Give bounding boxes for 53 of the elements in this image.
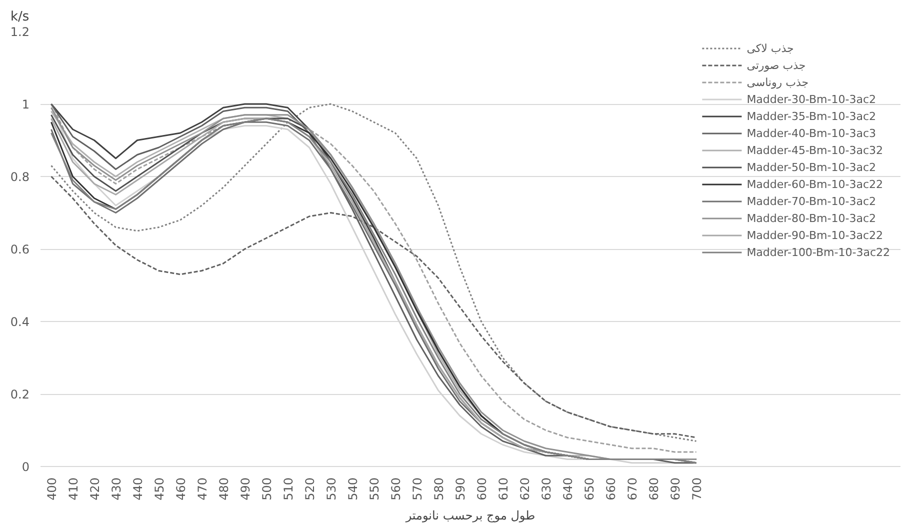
x-tick-label: 570 — [410, 478, 424, 500]
legend-label: Madder-45-Bm-10-3ac32 — [746, 143, 883, 157]
legend-label: Madder-80-Bm-10-3ac2 — [746, 211, 876, 225]
x-tick-label: 450 — [152, 478, 166, 500]
x-tick-label: 620 — [518, 478, 532, 500]
x-tick-label: 470 — [195, 478, 210, 500]
x-tick-label: 530 — [324, 478, 338, 500]
legend-label: Madder-70-Bm-10-3ac2 — [746, 194, 876, 208]
x-tick-label: 560 — [388, 478, 403, 500]
x-tick-label: 680 — [646, 478, 661, 500]
x-tick-label: 700 — [690, 478, 704, 500]
legend-label: Madder-40-Bm-10-3ac3 — [746, 126, 876, 140]
x-tick-label: 610 — [496, 478, 510, 500]
x-tick-label: 650 — [582, 478, 596, 500]
legend-label: Madder-35-Bm-10-3ac2 — [746, 109, 876, 123]
x-tick-label: 630 — [539, 478, 554, 500]
y-axis-title: k/s — [10, 10, 30, 24]
y-tick-label: 0.4 — [10, 315, 30, 329]
x-tick-label: 580 — [432, 478, 446, 500]
x-tick-label: 460 — [174, 478, 188, 500]
legend-label: جذب روناسی — [746, 75, 809, 89]
x-tick-label: 600 — [474, 478, 489, 500]
y-tick-label: 0.8 — [10, 170, 30, 184]
x-tick-label: 420 — [88, 478, 102, 500]
legend-label: Madder-50-Bm-10-3ac2 — [746, 160, 876, 174]
y-tick-label: 0.6 — [10, 242, 30, 256]
x-tick-label: 500 — [260, 478, 274, 500]
x-tick-label: 400 — [44, 478, 59, 500]
y-tick-label: 1 — [22, 98, 30, 112]
legend-label: جذب صورتی — [746, 58, 806, 72]
x-tick-label: 430 — [109, 478, 124, 500]
y-tick-label: 1.2 — [10, 25, 30, 39]
legend-label: Madder-90-Bm-10-3ac22 — [746, 228, 883, 242]
y-tick-label: 0.2 — [10, 388, 30, 402]
x-tick-label: 510 — [281, 478, 296, 500]
x-tick-label: 660 — [604, 478, 618, 500]
x-tick-label: 670 — [625, 478, 640, 500]
x-tick-label: 480 — [216, 478, 231, 500]
legend-label: جذب لاکی — [746, 41, 794, 55]
y-tick-label: 0 — [22, 460, 30, 474]
x-tick-label: 690 — [668, 478, 682, 500]
x-tick-label: 490 — [238, 478, 252, 500]
x-tick-label: 640 — [560, 478, 575, 500]
legend-label: Madder-100-Bm-10-3ac22 — [746, 245, 890, 259]
x-tick-label: 440 — [130, 478, 145, 500]
x-tick-label: 590 — [453, 478, 468, 500]
legend-label: Madder-30-Bm-10-3ac2 — [746, 92, 876, 106]
x-axis-title: طول موج برحسب نانومتر — [404, 508, 536, 522]
x-tick-label: 540 — [346, 478, 360, 500]
x-tick-label: 410 — [66, 478, 80, 500]
x-tick-label: 520 — [302, 478, 317, 500]
legend-label: Madder-60-Bm-10-3ac22 — [746, 177, 883, 191]
x-tick-label: 550 — [367, 478, 382, 500]
